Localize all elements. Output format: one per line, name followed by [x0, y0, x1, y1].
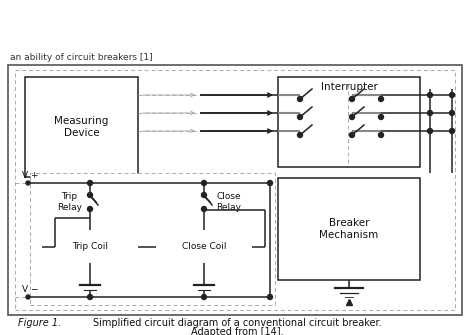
Circle shape	[298, 96, 302, 102]
Circle shape	[201, 193, 207, 198]
Circle shape	[379, 133, 383, 137]
Circle shape	[349, 115, 355, 120]
Text: Measuring
Device: Measuring Device	[55, 116, 109, 138]
Circle shape	[449, 111, 455, 116]
Circle shape	[349, 96, 355, 102]
Text: Close
Relay: Close Relay	[216, 192, 241, 212]
Text: Breaker
Mechanism: Breaker Mechanism	[319, 218, 379, 240]
Circle shape	[449, 92, 455, 97]
Circle shape	[298, 115, 302, 120]
Text: Close Coil: Close Coil	[182, 242, 226, 251]
Text: Trip
Relay: Trip Relay	[57, 192, 82, 212]
Circle shape	[379, 96, 383, 102]
Circle shape	[267, 294, 273, 299]
Circle shape	[379, 115, 383, 120]
Circle shape	[26, 181, 30, 185]
Bar	[15, 70, 455, 310]
Text: Simplified circuit diagram of a conventional circuit breaker.: Simplified circuit diagram of a conventi…	[93, 318, 381, 328]
Bar	[30, 173, 275, 305]
Text: an ability of circuit breakers [1]: an ability of circuit breakers [1]	[10, 53, 153, 62]
Circle shape	[201, 206, 207, 211]
Circle shape	[449, 129, 455, 134]
Bar	[8, 65, 462, 315]
Circle shape	[88, 206, 92, 211]
Text: Figure 1.: Figure 1.	[18, 318, 61, 328]
Bar	[156, 230, 252, 263]
Text: V −: V −	[22, 284, 38, 293]
Text: Trip Coil: Trip Coil	[72, 242, 108, 251]
Bar	[42, 230, 138, 263]
Circle shape	[428, 92, 432, 97]
Circle shape	[428, 111, 432, 116]
Circle shape	[201, 294, 207, 299]
Circle shape	[428, 129, 432, 134]
Bar	[278, 178, 420, 280]
Text: Interrupter: Interrupter	[320, 82, 377, 92]
Circle shape	[298, 133, 302, 137]
Text: V +: V +	[22, 171, 38, 180]
Circle shape	[88, 294, 92, 299]
Circle shape	[26, 295, 30, 299]
Circle shape	[201, 181, 207, 186]
Circle shape	[267, 181, 273, 186]
Circle shape	[349, 133, 355, 137]
Bar	[278, 77, 420, 167]
Bar	[25, 77, 138, 177]
Circle shape	[88, 193, 92, 198]
Circle shape	[88, 181, 92, 186]
Text: Adapted from [14].: Adapted from [14].	[191, 327, 283, 335]
